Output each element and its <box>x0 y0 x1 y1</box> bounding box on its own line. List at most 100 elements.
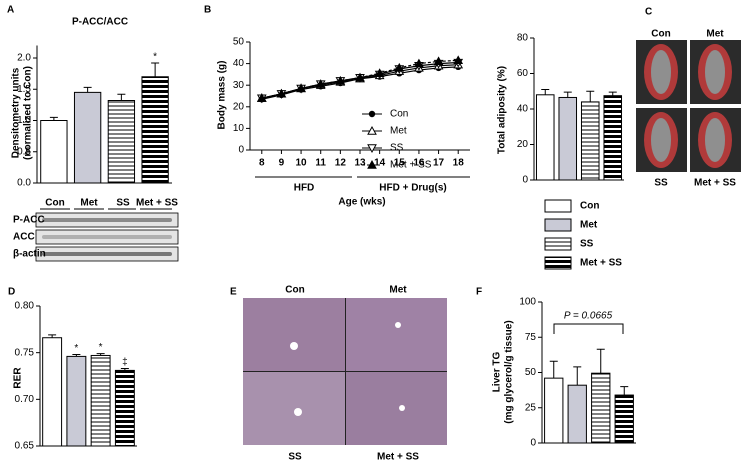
error-bar <box>83 86 92 93</box>
image-label: SS <box>288 452 302 463</box>
x-tick-label: 10 <box>296 158 308 169</box>
bar <box>567 384 587 444</box>
bar <box>73 91 102 184</box>
error-bar <box>96 353 105 356</box>
y-tick-label: 0.0 <box>17 178 31 189</box>
error-bar <box>72 354 81 357</box>
legend-label: SS <box>390 143 404 154</box>
bar <box>40 120 68 184</box>
y-axis-label: Densitometry units <box>11 67 22 158</box>
lane-label: SS <box>116 198 130 209</box>
legend-swatch <box>544 256 572 270</box>
bar <box>141 76 169 184</box>
legend-label: SS <box>580 239 594 250</box>
y-tick-label: 50 <box>525 367 537 378</box>
y-axis-label: Body mass (g) <box>217 61 228 130</box>
bar <box>90 354 111 447</box>
bar <box>42 337 63 447</box>
y-tick-label: 0.5 <box>17 146 31 157</box>
x-group-label: HFD + Drug(s) <box>379 183 447 194</box>
marker <box>414 58 424 68</box>
y-axis-label: (mg glycerol/g tissue) <box>504 320 515 423</box>
bar <box>66 355 87 447</box>
y-tick-label: 1.5 <box>17 84 31 95</box>
bar <box>558 96 578 181</box>
x-tick-label: 13 <box>354 158 366 169</box>
bar <box>591 372 611 444</box>
x-tick-label: 8 <box>259 158 265 169</box>
y-tick-label: 20 <box>233 101 245 112</box>
error-bar <box>117 93 126 101</box>
panel-letter: C <box>645 7 652 18</box>
y-tick-label: 40 <box>233 58 245 69</box>
marker <box>276 88 287 98</box>
legend-swatch <box>544 199 572 213</box>
error-bar <box>620 386 629 396</box>
error-bar <box>596 348 605 374</box>
marker <box>335 75 346 85</box>
blot-label: P-ACC <box>13 215 45 226</box>
marker <box>367 125 377 135</box>
image-label: Met + SS <box>694 178 736 189</box>
legend-label: Met <box>580 220 598 231</box>
y-tick-label: 50 <box>233 37 245 48</box>
marker <box>256 93 267 102</box>
error-bar <box>151 62 160 77</box>
error-bar <box>573 366 582 386</box>
histology-images <box>243 298 447 445</box>
x-tick-label: 12 <box>335 158 347 169</box>
image-label: Met + SS <box>377 452 419 463</box>
y-tick-label: 0.75 <box>15 347 35 358</box>
error-bar <box>49 116 58 121</box>
x-tick-label: 14 <box>374 158 386 169</box>
series-line <box>261 66 459 100</box>
error-bar <box>563 91 572 98</box>
y-tick-label: 1.0 <box>17 115 31 126</box>
legend-label: Met <box>390 126 407 137</box>
y-axis-label: Total adiposity (%) <box>497 66 508 154</box>
marker <box>355 72 365 82</box>
panel-letter: A <box>7 5 14 16</box>
significance-marker: * <box>74 343 78 354</box>
y-tick-label: 0.65 <box>15 441 35 452</box>
y-tick-label: 10 <box>233 123 245 134</box>
y-axis-label: RER <box>13 367 24 389</box>
y-tick-label: 75 <box>525 332 537 343</box>
marker <box>453 55 464 65</box>
blot-label: ACC <box>13 232 35 243</box>
error-bar <box>541 88 550 95</box>
y-tick-label: 60 <box>517 68 529 79</box>
y-axis-label: (normalized to Con) <box>23 66 34 160</box>
panel-letter: F <box>476 287 482 298</box>
x-axis-label: Age (wks) <box>338 197 385 208</box>
marker <box>367 144 377 154</box>
bar <box>580 101 600 181</box>
panel-letter: E <box>230 287 237 298</box>
bar <box>544 377 564 444</box>
blot-label: β-actin <box>13 249 46 260</box>
error-bar <box>48 334 57 338</box>
marker <box>367 159 377 169</box>
y-tick-label: 0 <box>530 438 536 449</box>
error-bar <box>608 91 617 96</box>
y-tick-label: 25 <box>525 402 537 413</box>
x-group-label: HFD <box>294 183 315 194</box>
marker <box>368 110 376 118</box>
image-label: Con <box>651 29 670 40</box>
error-bar <box>120 368 129 371</box>
x-tick-label: 16 <box>413 158 425 169</box>
p-value: P = 0.0665 <box>564 311 613 322</box>
bar <box>107 100 136 184</box>
x-tick-label: 17 <box>433 158 445 169</box>
significance-bracket <box>553 323 624 334</box>
ct-images <box>636 40 741 172</box>
y-tick-label: 80 <box>517 33 529 44</box>
image-label: Met <box>706 29 724 40</box>
marker <box>374 68 385 78</box>
marker <box>315 79 326 88</box>
image-label: Con <box>285 285 304 296</box>
bar <box>114 369 135 447</box>
blot-bands <box>42 218 172 256</box>
image-label: Met <box>389 285 407 296</box>
